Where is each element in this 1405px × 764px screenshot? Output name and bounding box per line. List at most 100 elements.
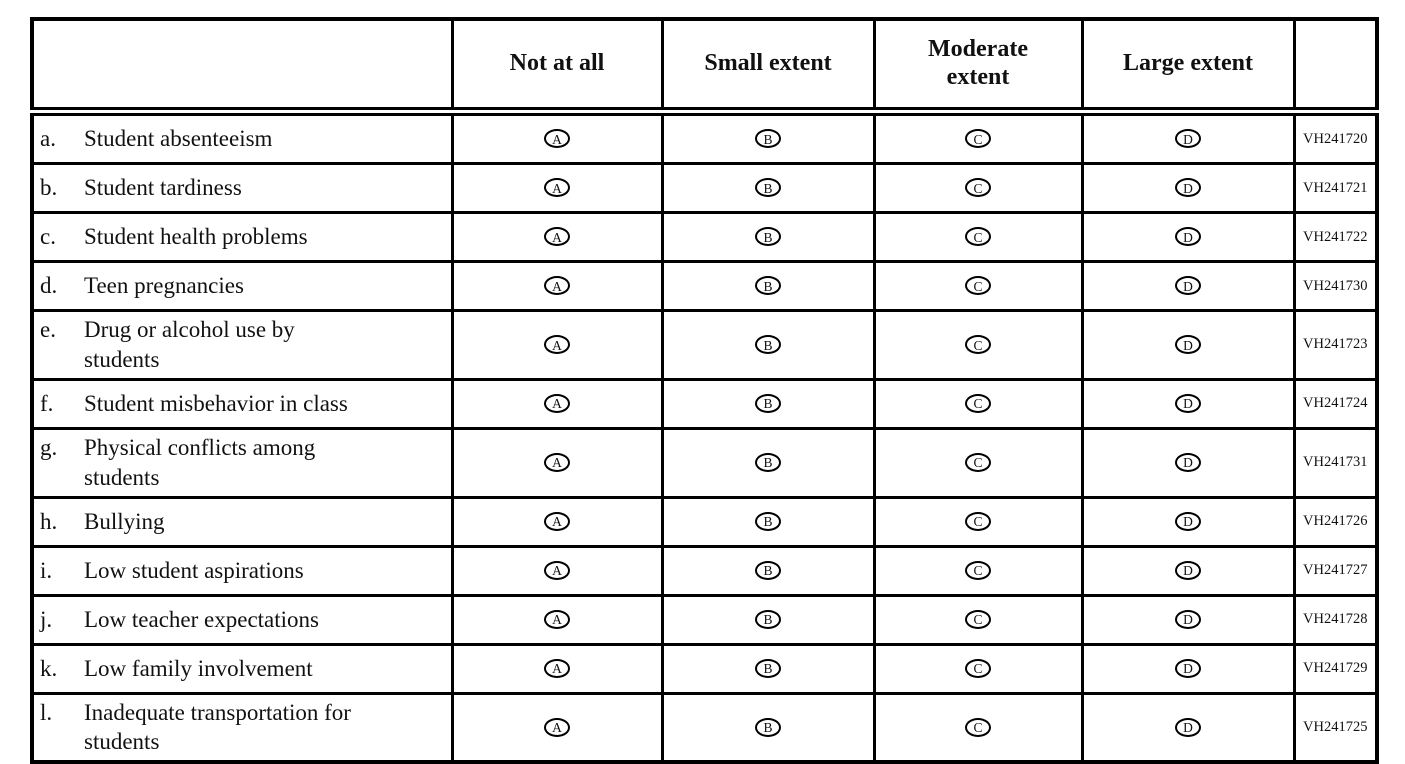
option-bubble-a[interactable]: A <box>544 609 570 629</box>
row-label-cell: b. Student tardiness <box>30 162 454 214</box>
option-cell-moderate-extent: C <box>872 495 1084 548</box>
option-cell-moderate-extent: C <box>872 593 1084 646</box>
row-code: VH241722 <box>1292 211 1379 263</box>
row-label-group: f. Student misbehavior in class <box>40 389 445 419</box>
row-letter: g. <box>40 434 58 460</box>
option-bubble-d[interactable]: D <box>1175 227 1201 247</box>
row-letter: b. <box>40 175 58 201</box>
row-label: Student health problems <box>84 224 308 250</box>
option-cell-moderate-extent: C <box>872 260 1084 312</box>
option-cell-not-at-all: A <box>450 593 664 646</box>
option-bubble-d[interactable]: D <box>1175 609 1201 629</box>
option-bubble-c[interactable]: C <box>965 560 991 580</box>
row-code: VH241726 <box>1292 495 1379 548</box>
option-bubble-c[interactable]: C <box>965 335 991 355</box>
row-label-group: b. Student tardiness <box>40 173 445 203</box>
column-header-label: Large extent <box>1123 50 1253 77</box>
option-bubble-b[interactable]: B <box>755 335 781 355</box>
row-label-cell: e. Drug or alcohol use by students <box>30 309 454 381</box>
option-bubble-a[interactable]: A <box>544 227 570 247</box>
option-bubble-a[interactable]: A <box>544 129 570 149</box>
option-bubble-b[interactable]: B <box>755 453 781 473</box>
row-label-group: d. Teen pregnancies <box>40 271 445 301</box>
option-cell-small-extent: B <box>660 162 876 214</box>
option-cell-large-extent: D <box>1080 260 1296 312</box>
option-bubble-b[interactable]: B <box>755 560 781 580</box>
option-bubble-a[interactable]: A <box>544 335 570 355</box>
option-bubble-a[interactable]: A <box>544 511 570 531</box>
option-bubble-b[interactable]: B <box>755 276 781 296</box>
option-bubble-c[interactable]: C <box>965 276 991 296</box>
row-label-cell: k. Low family involvement <box>30 642 454 695</box>
option-bubble-d[interactable]: D <box>1175 717 1201 737</box>
option-cell-moderate-extent: C <box>872 642 1084 695</box>
table-row: i. Low student aspirations A B C D VH241… <box>30 544 1379 597</box>
column-header-label: Small extent <box>704 50 832 77</box>
row-label: Student absenteeism <box>84 126 273 152</box>
option-bubble-c[interactable]: C <box>965 609 991 629</box>
option-cell-small-extent: B <box>660 211 876 263</box>
option-cell-not-at-all: A <box>450 110 664 165</box>
option-cell-not-at-all: A <box>450 260 664 312</box>
option-bubble-b[interactable]: B <box>755 609 781 629</box>
row-label-cell: c. Student health problems <box>30 211 454 263</box>
option-cell-not-at-all: A <box>450 691 664 764</box>
option-bubble-d[interactable]: D <box>1175 178 1201 198</box>
option-bubble-b[interactable]: B <box>755 178 781 198</box>
option-bubble-a[interactable]: A <box>544 717 570 737</box>
table-row: d. Teen pregnancies A B C D VH241730 <box>30 260 1379 312</box>
table-row: j. Low teacher expectations A B C D VH24… <box>30 593 1379 646</box>
row-label-group: j. Low teacher expectations <box>40 605 445 635</box>
table-row: f. Student misbehavior in class A B C D … <box>30 377 1379 430</box>
option-bubble-a[interactable]: A <box>544 560 570 580</box>
row-code: VH241728 <box>1292 593 1379 646</box>
option-bubble-a[interactable]: A <box>544 178 570 198</box>
option-bubble-a[interactable]: A <box>544 394 570 414</box>
option-bubble-a[interactable]: A <box>544 276 570 296</box>
row-letter: d. <box>40 273 58 299</box>
option-bubble-b[interactable]: B <box>755 511 781 531</box>
option-bubble-c[interactable]: C <box>965 717 991 737</box>
option-bubble-b[interactable]: B <box>755 129 781 149</box>
option-bubble-d[interactable]: D <box>1175 453 1201 473</box>
option-bubble-c[interactable]: C <box>965 394 991 414</box>
option-bubble-c[interactable]: C <box>965 453 991 473</box>
row-label-group: h. Bullying <box>40 507 445 537</box>
row-label: Low family involvement <box>84 655 313 681</box>
option-bubble-d[interactable]: D <box>1175 335 1201 355</box>
option-bubble-c[interactable]: C <box>965 658 991 678</box>
option-cell-moderate-extent: C <box>872 426 1084 499</box>
option-bubble-c[interactable]: C <box>965 511 991 531</box>
option-bubble-c[interactable]: C <box>965 178 991 198</box>
option-bubble-d[interactable]: D <box>1175 560 1201 580</box>
table-row: e. Drug or alcohol use by students A B C… <box>30 309 1379 381</box>
option-bubble-c[interactable]: C <box>965 129 991 149</box>
option-bubble-b[interactable]: B <box>755 658 781 678</box>
option-bubble-d[interactable]: D <box>1175 276 1201 296</box>
option-bubble-d[interactable]: D <box>1175 658 1201 678</box>
option-bubble-d[interactable]: D <box>1175 129 1201 149</box>
option-cell-small-extent: B <box>660 691 876 764</box>
option-cell-not-at-all: A <box>450 642 664 695</box>
row-letter: l. <box>40 699 53 725</box>
option-bubble-b[interactable]: B <box>755 394 781 414</box>
header-row: Not at all Small extent Moderate extent … <box>30 17 1379 116</box>
option-bubble-c[interactable]: C <box>965 227 991 247</box>
row-code: VH241724 <box>1292 377 1379 430</box>
option-bubble-b[interactable]: B <box>755 717 781 737</box>
option-cell-small-extent: B <box>660 593 876 646</box>
option-bubble-a[interactable]: A <box>544 658 570 678</box>
option-bubble-d[interactable]: D <box>1175 511 1201 531</box>
option-cell-not-at-all: A <box>450 377 664 430</box>
option-bubble-b[interactable]: B <box>755 227 781 247</box>
option-cell-moderate-extent: C <box>872 309 1084 381</box>
option-bubble-a[interactable]: A <box>544 453 570 473</box>
option-cell-small-extent: B <box>660 309 876 381</box>
option-cell-large-extent: D <box>1080 691 1296 764</box>
survey-rating-table: Not at all Small extent Moderate extent … <box>30 17 1379 764</box>
row-label-cell: l. Inadequate transportation for student… <box>30 691 454 764</box>
option-cell-large-extent: D <box>1080 593 1296 646</box>
option-bubble-d[interactable]: D <box>1175 394 1201 414</box>
option-cell-large-extent: D <box>1080 377 1296 430</box>
row-label-cell: h. Bullying <box>30 495 454 548</box>
